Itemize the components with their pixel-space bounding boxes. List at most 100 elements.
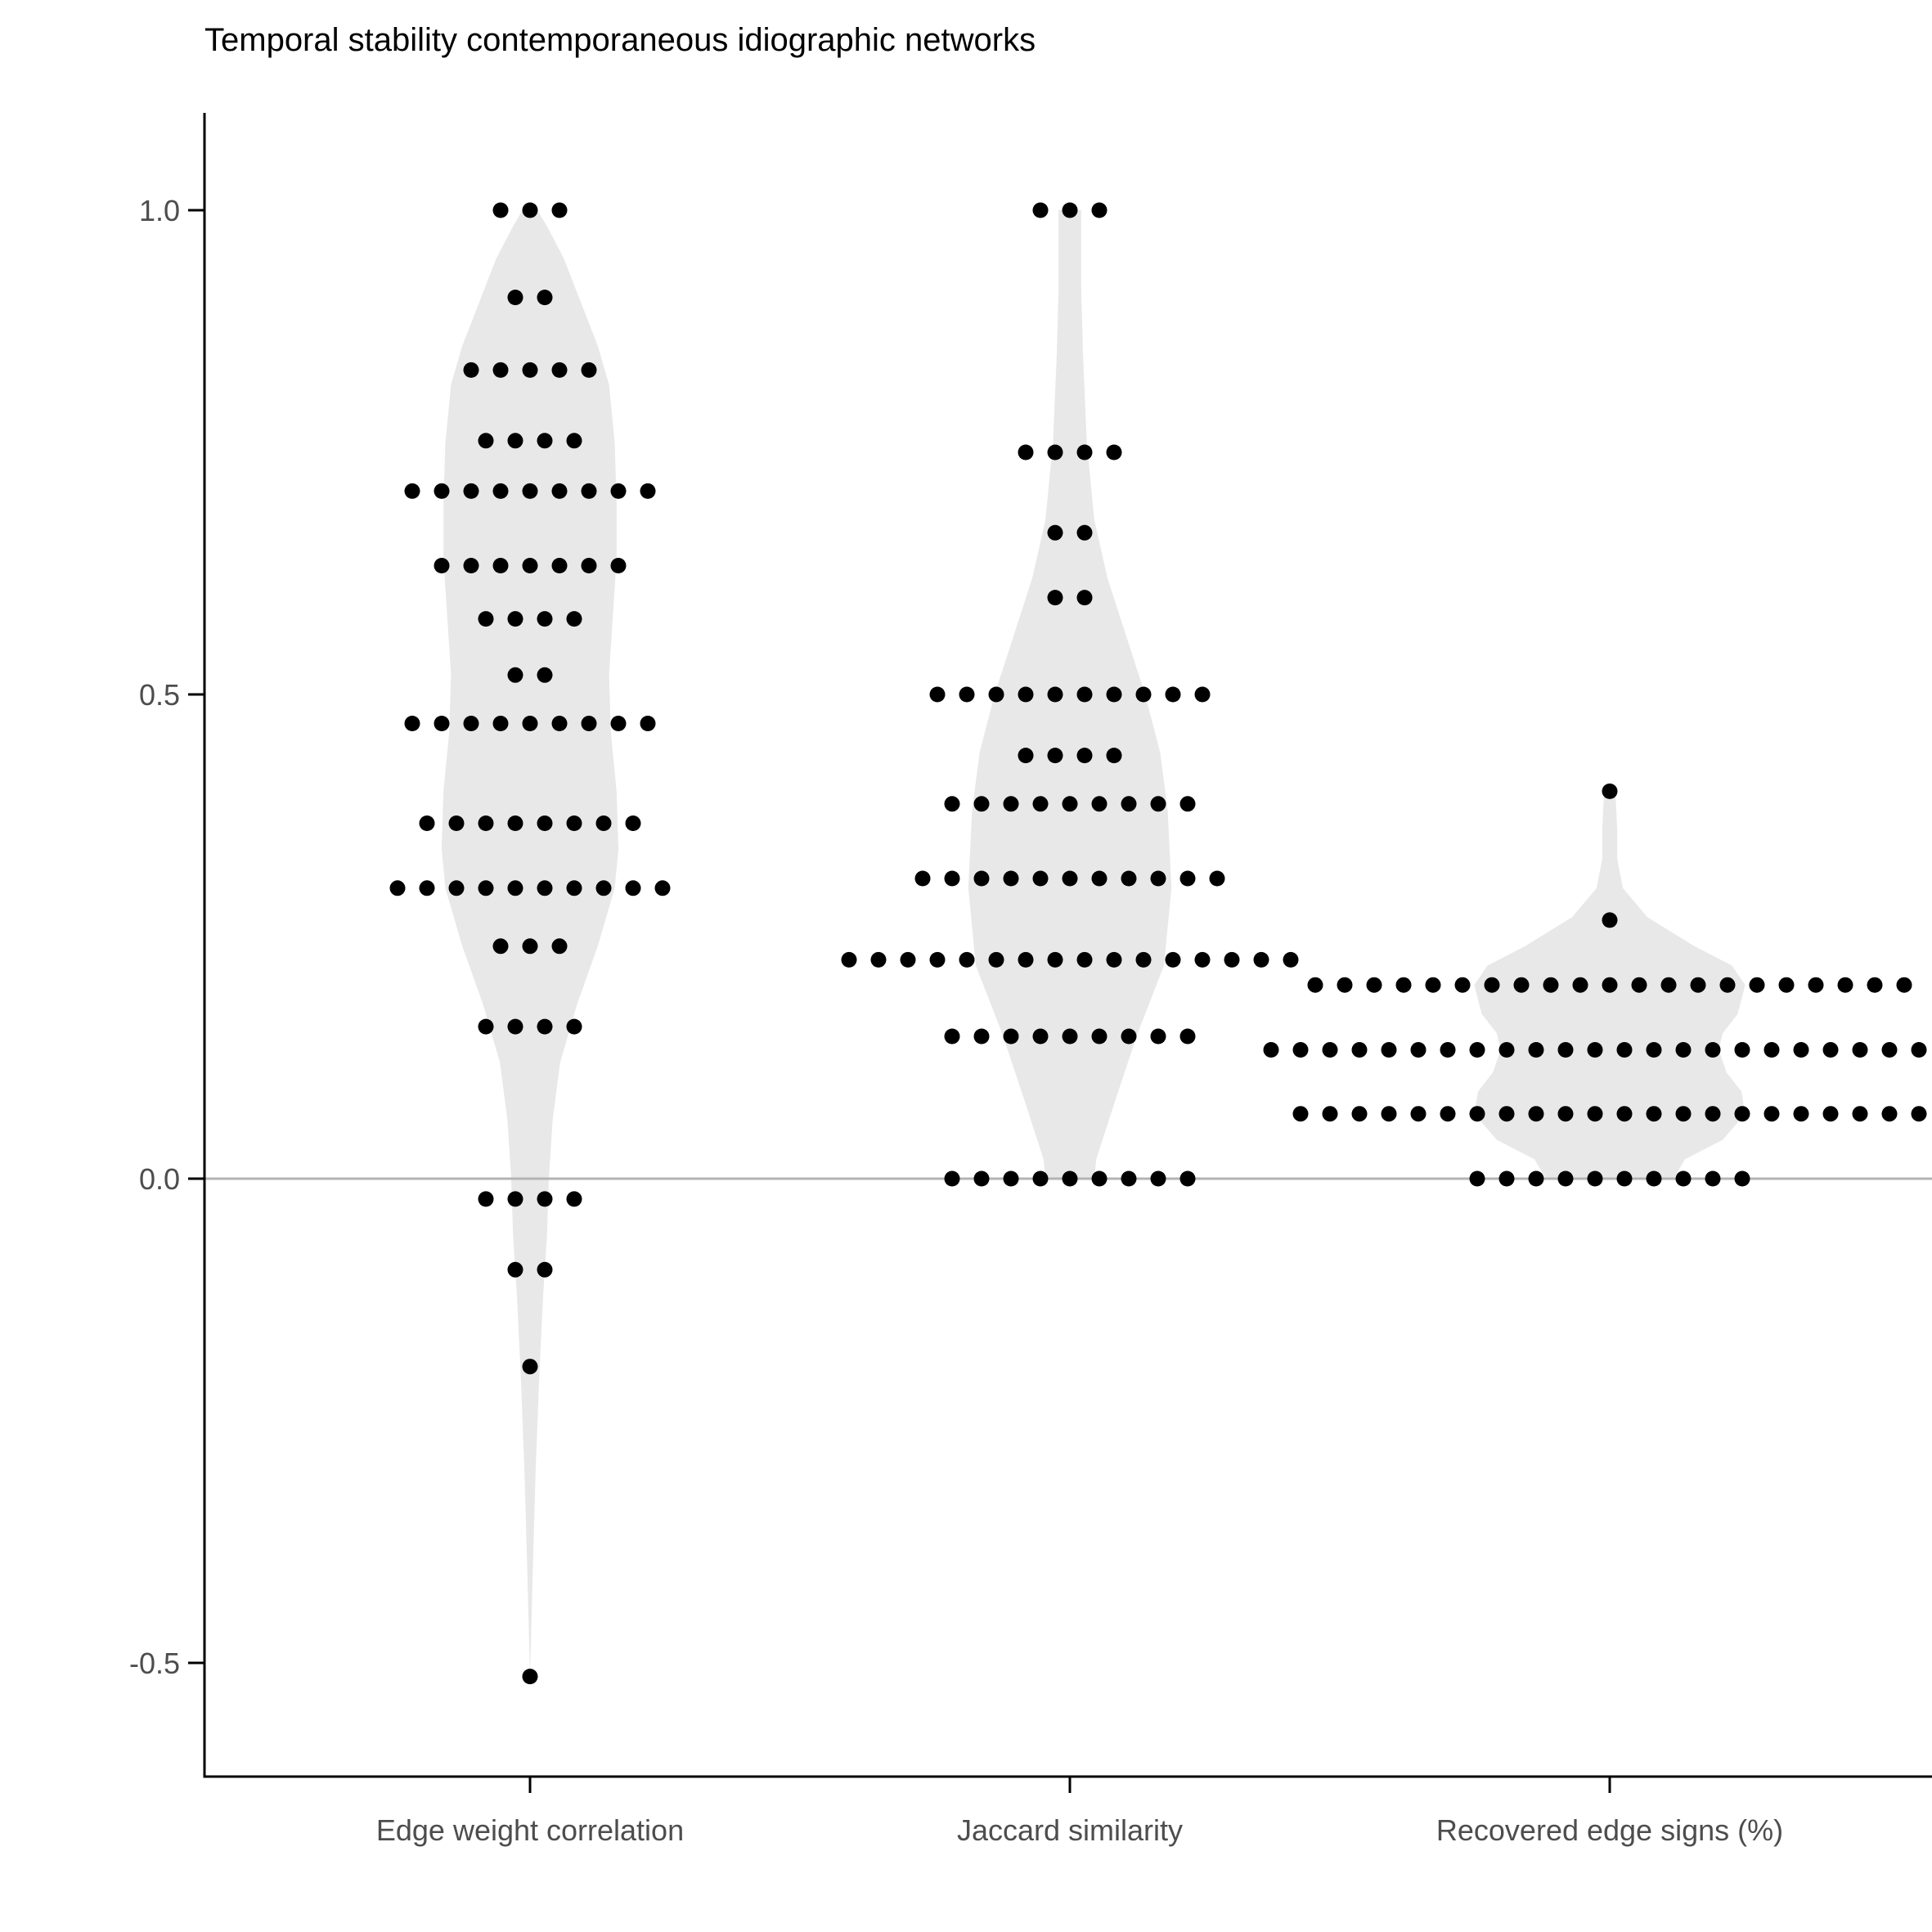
data-dot: [507, 433, 523, 449]
data-dot: [1062, 796, 1078, 812]
data-dot: [1395, 977, 1412, 993]
data-dot: [522, 202, 538, 218]
data-dot: [478, 1018, 494, 1035]
data-dot: [1076, 524, 1093, 541]
data-dot: [537, 815, 553, 831]
data-dot: [1572, 977, 1588, 993]
data-dot: [1224, 951, 1240, 968]
data-dot: [1808, 977, 1824, 993]
data-dot: [1121, 870, 1137, 887]
data-dot: [1646, 1106, 1662, 1122]
data-dot: [478, 1191, 494, 1207]
data-dot: [1719, 977, 1736, 993]
data-dot: [1032, 202, 1049, 218]
data-dot: [492, 362, 509, 378]
data-dot: [1410, 1042, 1427, 1058]
data-dot: [1675, 1106, 1692, 1122]
data-dot: [566, 815, 582, 831]
data-dot: [507, 290, 523, 306]
data-dot: [1587, 1170, 1603, 1187]
data-dot: [1454, 977, 1471, 993]
data-dot: [1822, 1042, 1839, 1058]
data-dot: [1062, 1028, 1078, 1045]
x-tick-label: Jaccard similarity: [957, 1813, 1183, 1847]
data-dot: [1091, 796, 1108, 812]
data-dot: [448, 880, 465, 896]
data-dot: [1469, 1170, 1485, 1187]
data-dot: [522, 1359, 538, 1375]
data-dot: [566, 880, 582, 896]
data-dot: [1179, 870, 1196, 887]
data-dot: [1135, 951, 1152, 968]
data-dot: [463, 362, 479, 378]
data-dot: [1165, 951, 1181, 968]
data-dot: [1076, 444, 1093, 461]
chart-title: Temporal stability contemporaneous idiog…: [204, 22, 1036, 58]
data-dot: [1047, 524, 1063, 541]
data-dot: [610, 558, 627, 573]
data-dot: [1179, 796, 1196, 812]
data-dot: [537, 290, 553, 306]
data-dot: [1734, 1106, 1750, 1122]
data-dot: [1091, 1028, 1108, 1045]
data-dot: [1705, 1106, 1721, 1122]
data-dot: [1484, 977, 1500, 993]
data-dot: [1896, 977, 1912, 993]
y-tick-label: 0.0: [139, 1162, 180, 1196]
data-dot: [1749, 977, 1765, 993]
data-dot: [1032, 796, 1049, 812]
data-dot: [944, 1028, 960, 1045]
data-dot: [566, 1191, 582, 1207]
violin-shape: [968, 210, 1172, 1179]
data-dot: [959, 686, 975, 703]
data-dot: [1165, 686, 1181, 703]
data-dot: [537, 611, 553, 627]
data-dot: [522, 483, 538, 499]
data-dot: [595, 815, 612, 831]
data-dot: [463, 558, 479, 573]
data-dot: [625, 815, 641, 831]
data-dot: [1543, 977, 1559, 993]
data-dot: [1003, 1170, 1019, 1187]
data-dot: [1764, 1106, 1780, 1122]
data-dot: [1106, 951, 1122, 968]
data-dot: [1675, 1042, 1692, 1058]
data-dot: [1351, 1042, 1368, 1058]
data-dot: [1322, 1042, 1338, 1058]
data-dot: [1292, 1106, 1309, 1122]
data-dot: [1179, 1028, 1196, 1045]
data-dot: [1337, 977, 1353, 993]
data-dot: [419, 815, 435, 831]
data-dot: [1513, 977, 1530, 993]
data-dot: [537, 1191, 553, 1207]
data-dot: [1062, 870, 1078, 887]
data-dot: [1498, 1170, 1515, 1187]
y-tick-label: 1.0: [139, 194, 180, 227]
y-tick-label: -0.5: [129, 1647, 180, 1680]
data-dot: [507, 667, 523, 683]
data-dot: [1528, 1042, 1544, 1058]
data-dot: [434, 483, 450, 499]
data-dot: [507, 1018, 523, 1035]
data-dot: [1793, 1106, 1809, 1122]
data-dot: [463, 483, 479, 499]
data-dot: [551, 558, 568, 573]
data-dot: [625, 880, 641, 896]
y-tick-label: 0.5: [139, 678, 180, 712]
dot-layer: [389, 202, 1927, 1685]
data-dot: [1150, 1170, 1166, 1187]
data-dot: [1734, 1042, 1750, 1058]
data-dot: [988, 686, 1004, 703]
data-dot: [1351, 1106, 1368, 1122]
data-dot: [463, 716, 479, 731]
data-dot: [1283, 951, 1299, 968]
data-dot: [1018, 444, 1034, 461]
data-dot: [478, 611, 494, 627]
data-dot: [1106, 748, 1122, 764]
data-dot: [551, 483, 568, 499]
data-dot: [404, 716, 420, 731]
data-dot: [900, 951, 916, 968]
data-dot: [1253, 951, 1269, 968]
data-dot: [537, 433, 553, 449]
